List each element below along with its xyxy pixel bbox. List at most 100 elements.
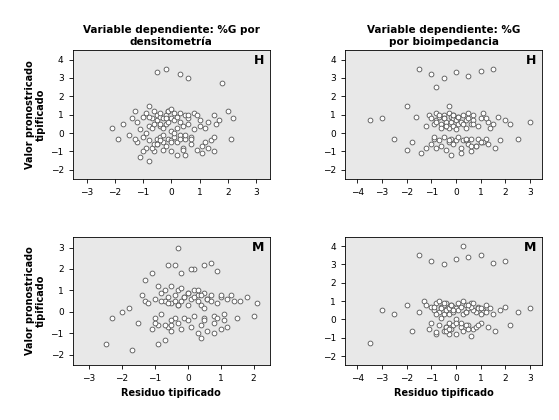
Point	[422, 144, 431, 151]
Text: M: M	[252, 241, 264, 254]
Point	[155, 122, 164, 129]
Point	[365, 117, 374, 123]
Point	[377, 307, 386, 314]
Point	[439, 299, 448, 306]
Point	[513, 309, 522, 315]
Point	[444, 326, 453, 332]
Point	[466, 299, 475, 306]
Point	[464, 326, 473, 332]
Point	[525, 119, 534, 126]
Point	[167, 148, 176, 155]
Point	[193, 330, 202, 336]
Point	[464, 73, 473, 79]
Point	[424, 111, 433, 118]
Point	[459, 327, 468, 334]
Point	[442, 146, 451, 153]
Point	[464, 322, 473, 328]
Point	[206, 298, 215, 304]
Point	[206, 137, 215, 144]
Point	[160, 287, 169, 294]
Point	[525, 305, 534, 312]
Point	[158, 115, 167, 122]
Point	[489, 259, 498, 266]
Point	[157, 311, 166, 318]
Point	[216, 326, 225, 332]
Point	[144, 157, 153, 164]
Point	[473, 303, 482, 310]
Point	[206, 291, 215, 298]
Point	[494, 113, 503, 120]
Point	[193, 298, 202, 304]
Point	[176, 119, 184, 126]
Point	[196, 302, 205, 309]
Point	[454, 113, 463, 120]
Point	[452, 316, 461, 323]
Point	[170, 134, 179, 140]
Point	[454, 121, 463, 127]
Point	[193, 291, 202, 298]
Point	[220, 311, 229, 318]
Point	[484, 119, 492, 126]
Point	[439, 134, 448, 140]
Point	[402, 146, 411, 153]
Point	[481, 115, 490, 122]
Point	[432, 329, 440, 336]
Point	[155, 121, 164, 127]
Point	[449, 307, 458, 314]
Point	[442, 323, 451, 330]
Point	[164, 261, 173, 268]
Point	[456, 320, 465, 326]
Point	[113, 135, 122, 142]
Point	[414, 309, 423, 315]
Point	[153, 141, 162, 147]
Point	[466, 121, 475, 127]
Point	[160, 321, 169, 328]
Point	[486, 305, 495, 312]
Point	[432, 117, 440, 123]
Point	[427, 257, 435, 264]
Point	[181, 152, 190, 158]
Point	[161, 115, 170, 122]
Point	[222, 323, 231, 330]
Point	[479, 307, 487, 314]
Point	[484, 141, 492, 147]
Point	[140, 298, 149, 304]
Point	[439, 75, 448, 81]
Point	[134, 319, 143, 326]
Point	[164, 119, 173, 126]
Point	[139, 134, 148, 140]
Point	[434, 111, 443, 118]
Point	[429, 135, 438, 142]
Point	[164, 294, 173, 300]
Point	[444, 102, 453, 109]
Point	[481, 302, 490, 308]
Point	[439, 261, 448, 268]
Point	[439, 311, 448, 318]
Point	[468, 326, 477, 332]
Point	[150, 148, 159, 155]
Point	[437, 124, 446, 131]
Point	[167, 115, 176, 122]
Point	[158, 146, 167, 153]
Point	[464, 110, 473, 116]
Point	[417, 150, 426, 157]
Point	[439, 115, 448, 122]
Point	[432, 299, 440, 306]
Point	[501, 303, 510, 310]
Point	[177, 270, 186, 277]
Point	[491, 327, 500, 334]
Point	[155, 134, 164, 140]
Point	[407, 327, 416, 334]
Point	[464, 115, 473, 122]
Point	[479, 139, 487, 146]
Point	[190, 110, 198, 116]
Point	[476, 305, 485, 312]
Point	[432, 331, 440, 338]
Point	[489, 311, 498, 318]
Point	[176, 135, 184, 142]
Point	[479, 309, 487, 315]
Point	[183, 302, 192, 309]
Point	[150, 315, 159, 322]
Point	[489, 66, 498, 72]
Point	[150, 108, 159, 114]
